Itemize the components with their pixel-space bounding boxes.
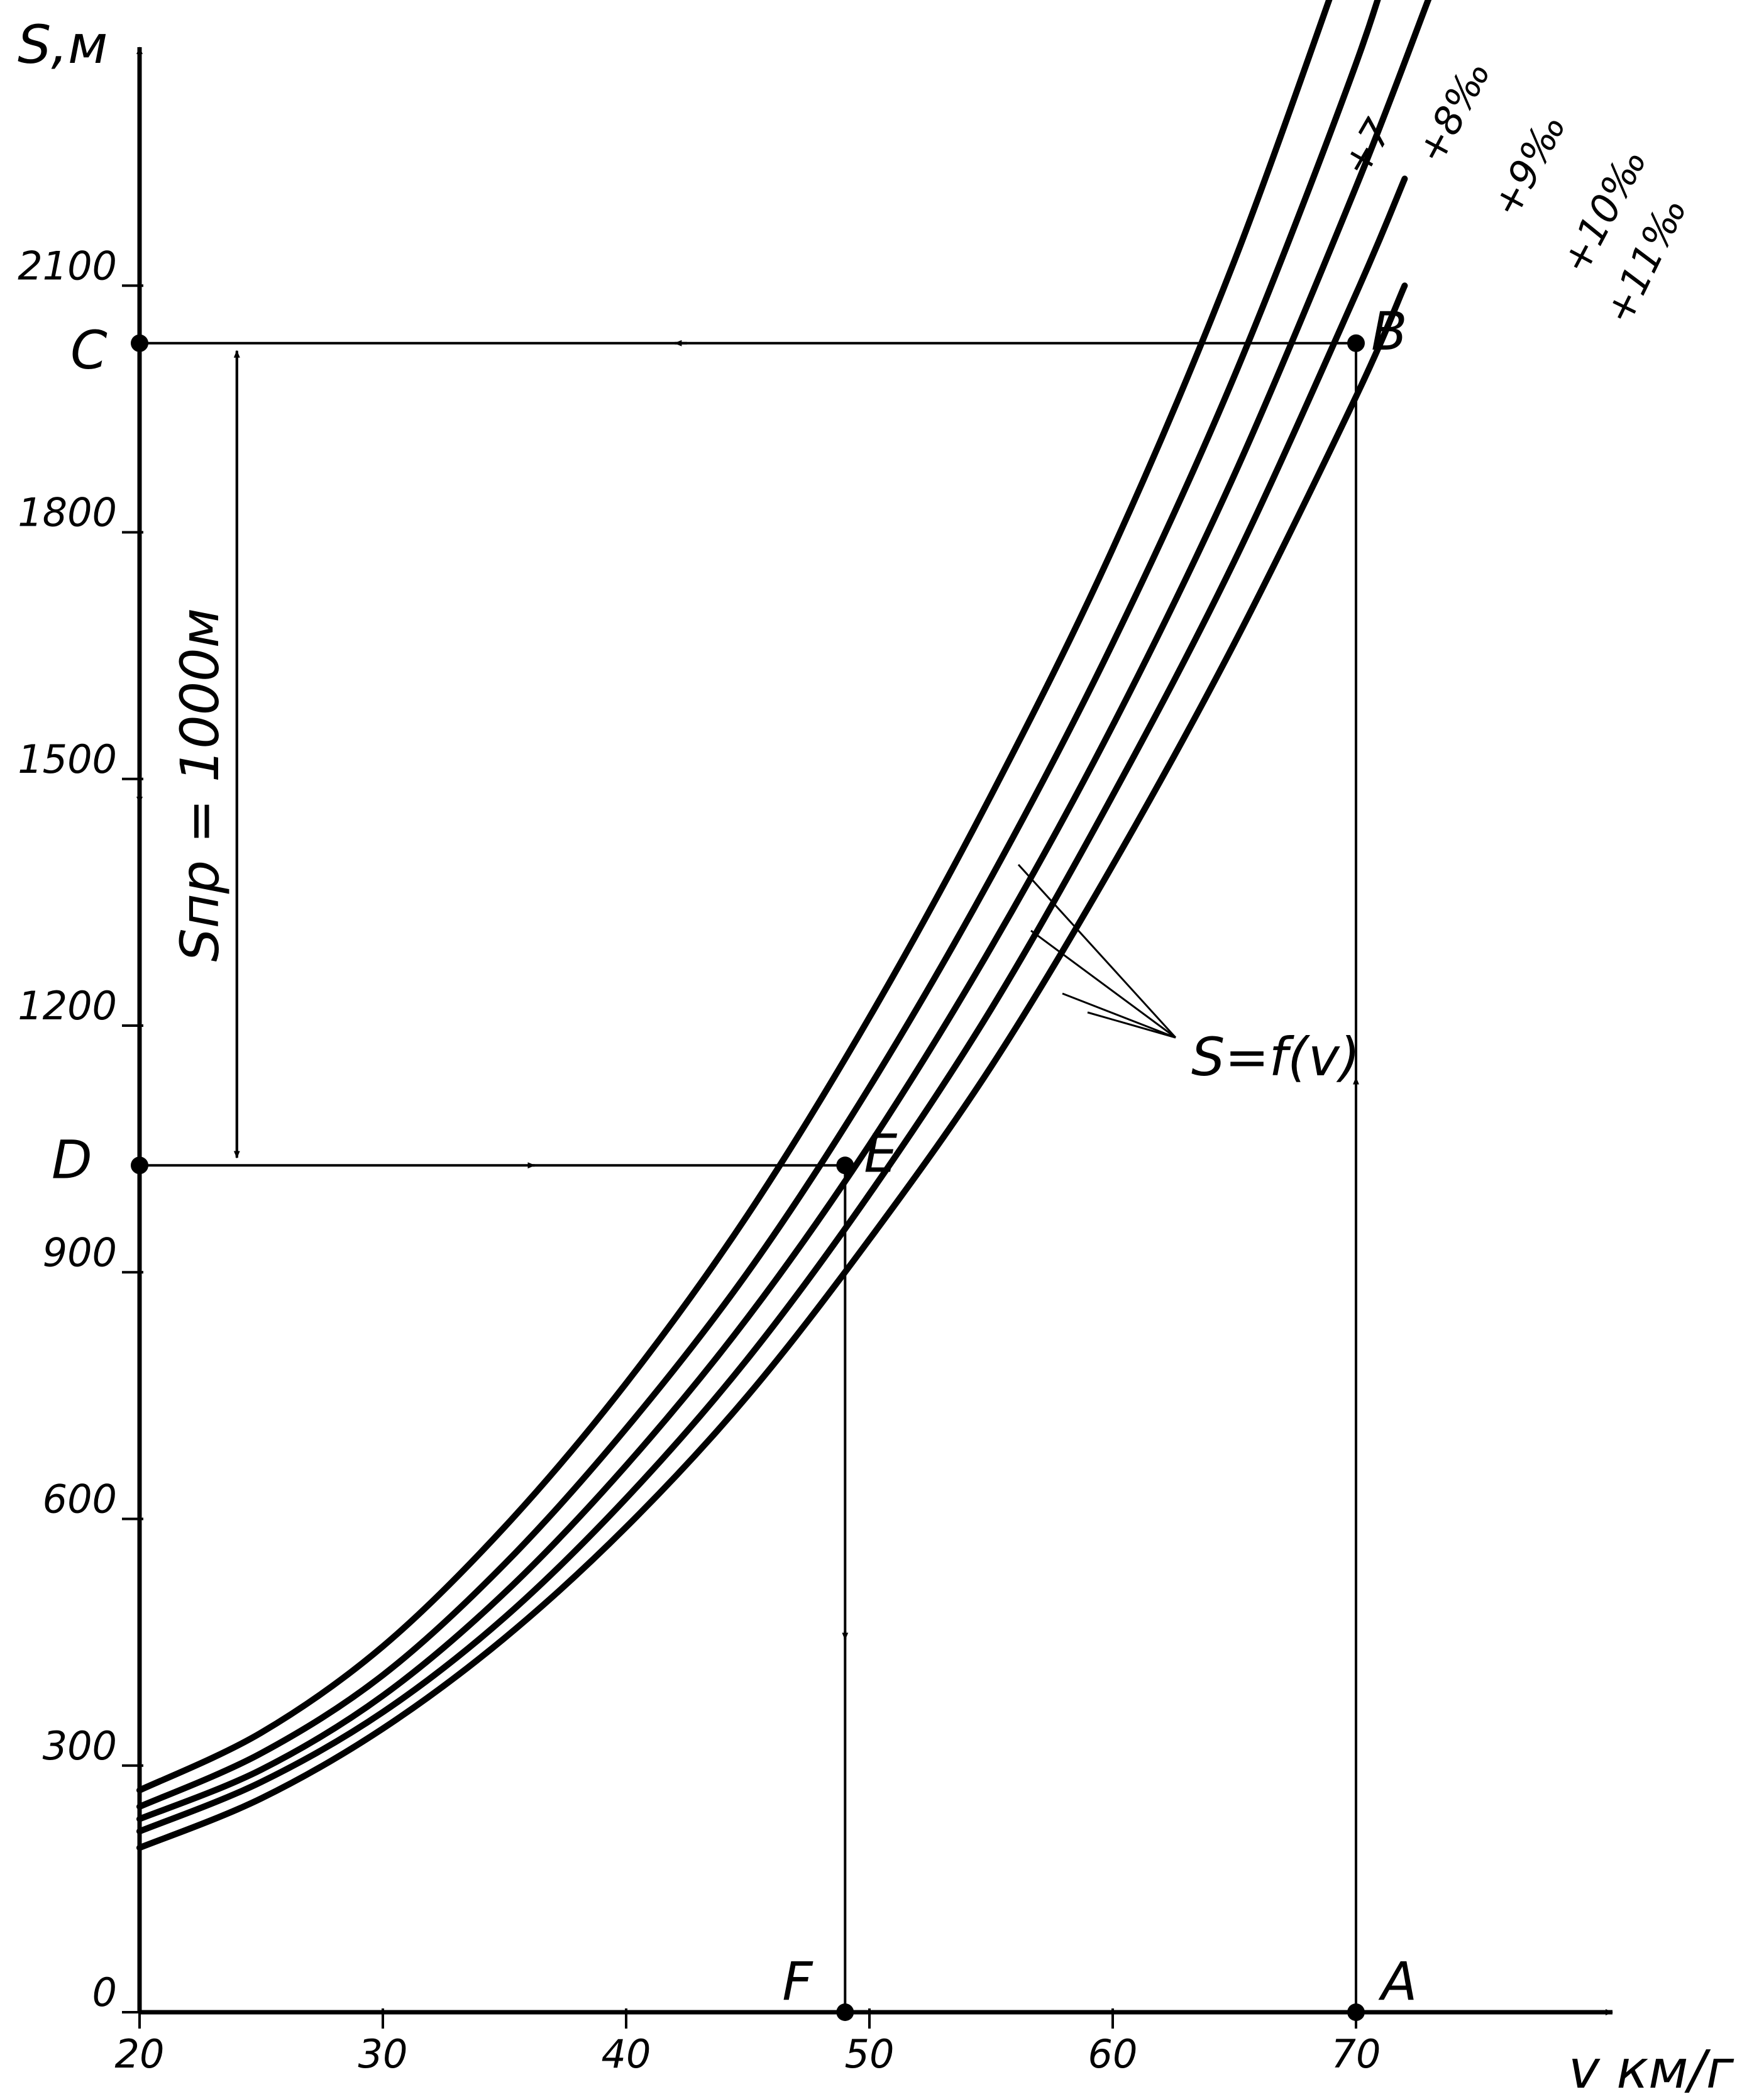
y-tick-label: 1200 bbox=[18, 983, 117, 1029]
x-tick-label: 70 bbox=[1331, 2031, 1381, 2077]
point-label-C: C bbox=[70, 319, 107, 381]
x-axis-ticks: 20 30 40 50 60 70 bbox=[115, 2008, 1381, 2077]
y-tick-label: 600 bbox=[43, 1476, 117, 1522]
point-A bbox=[1347, 2003, 1365, 2021]
point-B bbox=[1347, 334, 1365, 352]
y-tick-label: 2100 bbox=[18, 243, 117, 289]
point-E bbox=[836, 1156, 854, 1175]
x-tick-label: 50 bbox=[845, 2031, 895, 2077]
x-axis-label: v км/г bbox=[1568, 2039, 1734, 2099]
x-tick-label: 60 bbox=[1088, 2031, 1138, 2077]
point-label-B: B bbox=[1371, 301, 1408, 362]
curve-1 bbox=[136, 0, 1333, 1793]
y-tick-label: 300 bbox=[43, 1723, 117, 1769]
curve-label: +8‰ bbox=[1408, 52, 1500, 171]
x-tick-label: 20 bbox=[115, 2031, 165, 2077]
point-label-F: F bbox=[782, 1951, 813, 2012]
function-pointer-line bbox=[1030, 929, 1176, 1039]
chart-labels: S,м v км/г Sпр = 1000м S=f(v) bbox=[18, 14, 1734, 2099]
point-F bbox=[836, 2003, 854, 2021]
y-tick-label: 1500 bbox=[18, 736, 117, 782]
point-D bbox=[131, 1156, 148, 1175]
point-C bbox=[131, 334, 148, 352]
x-tick-label: 40 bbox=[602, 2031, 651, 2077]
curve-4 bbox=[136, 175, 1408, 1835]
curve-label: +9‰ bbox=[1483, 106, 1575, 224]
construction-lines bbox=[136, 340, 1359, 2012]
y-tick-label: 900 bbox=[43, 1229, 117, 1275]
function-pointer-line bbox=[1062, 992, 1176, 1039]
construction-points: A B C D E F bbox=[52, 301, 1417, 2021]
function-pointer-line bbox=[1017, 863, 1177, 1039]
dimension-label: Sпр = 1000м bbox=[169, 608, 231, 962]
curve-label: +7 bbox=[1333, 111, 1401, 184]
y-tick-label: 1800 bbox=[18, 490, 117, 536]
braking-curves: +7 +8‰+9‰+10‰+11‰ bbox=[136, 0, 1696, 1851]
y-axis-label: S,м bbox=[18, 14, 107, 75]
function-label: S=f(v) bbox=[1191, 1026, 1360, 1088]
x-tick-label: 30 bbox=[358, 2031, 408, 2077]
y-tick-label: 0 bbox=[92, 1969, 117, 2015]
curve-2 bbox=[136, 0, 1381, 1810]
curve-3 bbox=[136, 0, 1432, 1822]
point-label-E: E bbox=[864, 1122, 897, 1184]
point-label-D: D bbox=[52, 1129, 92, 1190]
function-pointer-line bbox=[1087, 1011, 1176, 1039]
point-label-A: A bbox=[1378, 1951, 1417, 2012]
curve-5 bbox=[136, 282, 1408, 1851]
